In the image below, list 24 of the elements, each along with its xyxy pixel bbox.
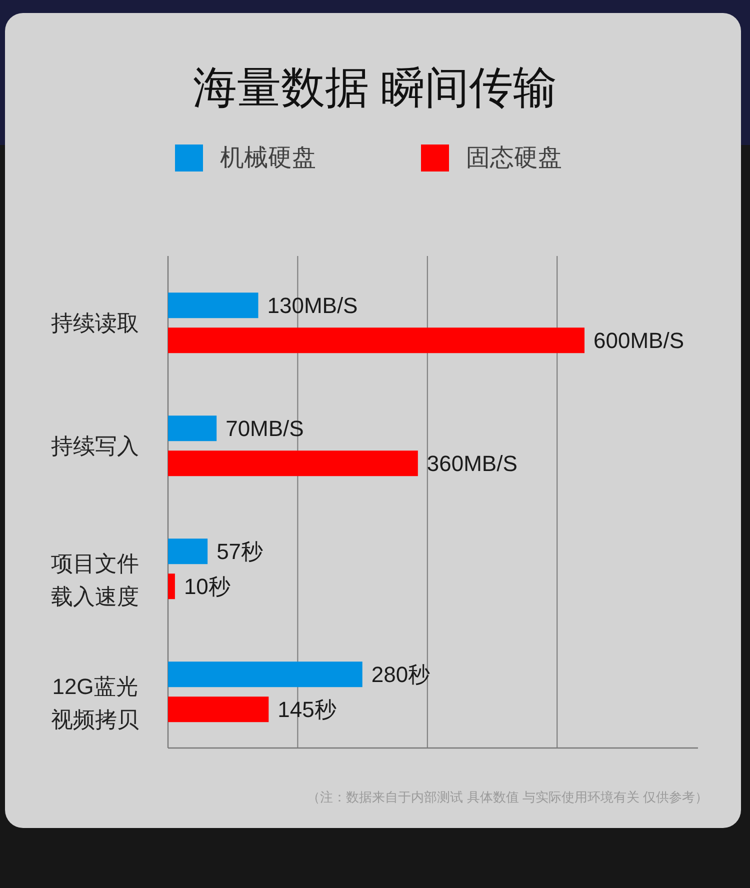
y-tick-label: 持续写入 [51,433,139,458]
y-tick-label: 12G蓝光视频拷贝 [51,674,139,732]
data-label: 600MB/S [594,328,684,353]
y-tick-label: 持续读取 [51,310,139,336]
bar [168,416,217,442]
bar [168,450,418,476]
bar [168,662,362,688]
data-label: 360MB/S [426,450,518,476]
legend-label: 机械硬盘 [220,144,316,172]
bar [168,538,208,564]
legend-label: 固态硬盘 [466,144,562,172]
bar [168,292,258,318]
y-tick-label: 项目文件载入速度 [51,550,139,609]
data-label: 10秒 [184,574,230,599]
text: （注：数据来自于内部测试 具体数值 与实际使用环境有关 仅供参考） [307,790,708,804]
bar [168,328,584,354]
data-label: 57秒 [216,538,264,564]
bar [168,574,175,600]
bar [168,696,269,722]
data-label: 145秒 [278,696,336,722]
chart-title: 海量数据 瞬间传输 [192,64,558,112]
data-label: 70MB/S [226,416,304,441]
data-label: 280秒 [371,662,430,687]
data-label: 130MB/S [267,292,358,318]
